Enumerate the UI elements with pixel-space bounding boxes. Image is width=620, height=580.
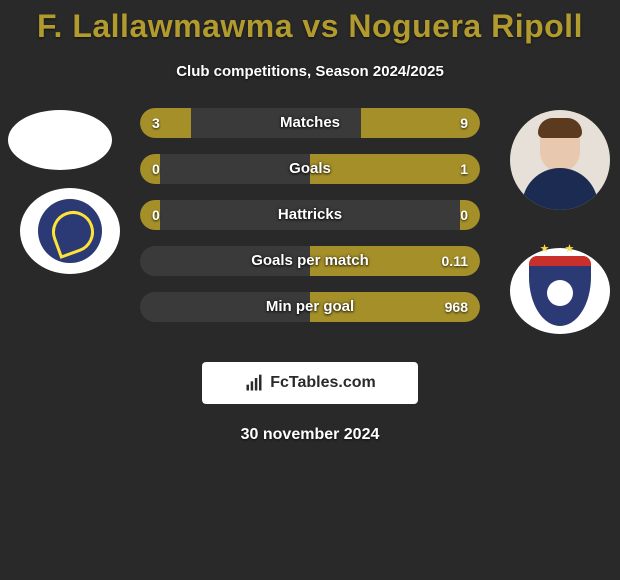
chart-icon	[244, 373, 264, 393]
stat-row: 00Hattricks	[140, 200, 480, 230]
comparison-area: 39Matches 01Goals 00Hattricks 0.11Goals per…	[0, 108, 620, 348]
stat-row: 968Min per goal	[140, 292, 480, 322]
player-left-avatar	[8, 110, 112, 170]
stat-label: Matches	[140, 108, 480, 138]
stat-bars: 39Matches 01Goals 00Hattricks 0.11Goals per…	[140, 108, 480, 338]
bengaluru-icon	[529, 256, 591, 326]
kerala-blasters-icon	[38, 199, 102, 263]
player-right-avatar	[510, 110, 610, 210]
stat-label: Min per goal	[140, 292, 480, 322]
stat-label: Goals per match	[140, 246, 480, 276]
stat-label: Hattricks	[140, 200, 480, 230]
avatar-hair	[538, 118, 582, 138]
subtitle: Club competitions, Season 2024/2025	[0, 63, 620, 80]
stat-label: Goals	[140, 154, 480, 184]
stat-row: 01Goals	[140, 154, 480, 184]
watermark-text: FcTables.com	[270, 374, 376, 392]
watermark: FcTables.com	[202, 362, 418, 404]
stat-row: 0.11Goals per match	[140, 246, 480, 276]
club-right-logo	[510, 248, 610, 334]
stat-row: 39Matches	[140, 108, 480, 138]
club-left-logo	[20, 188, 120, 274]
page-title: F. Lallawmawma vs Noguera Ripoll	[0, 0, 620, 45]
date-label: 30 november 2024	[0, 426, 620, 444]
